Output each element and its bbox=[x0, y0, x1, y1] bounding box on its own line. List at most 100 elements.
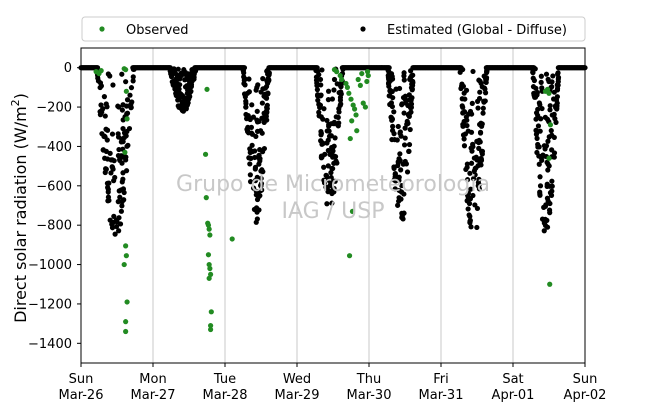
point-estimated bbox=[465, 194, 471, 201]
point-estimated bbox=[539, 105, 545, 112]
point-estimated bbox=[247, 161, 253, 167]
point-estimated bbox=[120, 126, 126, 132]
x-axis-ticks: SunMar-26MonMar-27TueMar-28WedMar-29ThuM… bbox=[59, 363, 606, 403]
point-estimated bbox=[110, 82, 116, 88]
legend-frame bbox=[81, 16, 586, 42]
y-axis-ticks: 0 −200 −400 −600 −800 −1000 −1200 −1400 bbox=[28, 61, 81, 352]
point-estimated bbox=[465, 206, 471, 212]
point-estimated bbox=[387, 101, 393, 108]
point-estimated bbox=[389, 127, 396, 134]
point-estimated bbox=[125, 142, 131, 148]
point-estimated bbox=[99, 109, 105, 115]
point-estimated bbox=[123, 79, 129, 85]
x-tick-label-date: Apr-01 bbox=[492, 388, 535, 403]
point-observed bbox=[546, 155, 552, 161]
point-estimated bbox=[460, 132, 467, 138]
x-tick-label-date: Mar-26 bbox=[59, 388, 104, 403]
point-estimated bbox=[260, 76, 266, 82]
point-estimated bbox=[102, 134, 108, 140]
point-estimated bbox=[472, 202, 478, 208]
point-estimated bbox=[101, 94, 107, 100]
point-observed bbox=[352, 106, 358, 112]
point-estimated bbox=[252, 178, 259, 184]
point-estimated bbox=[255, 190, 261, 196]
point-estimated bbox=[321, 180, 328, 186]
point-estimated bbox=[117, 157, 123, 164]
point-estimated bbox=[327, 151, 333, 158]
point-estimated bbox=[538, 116, 544, 122]
point-observed bbox=[123, 88, 129, 94]
point-estimated bbox=[248, 124, 254, 130]
point-estimated bbox=[331, 143, 337, 149]
point-observed bbox=[207, 232, 213, 238]
point-estimated bbox=[467, 217, 473, 224]
point-estimated bbox=[316, 92, 322, 98]
point-estimated bbox=[264, 78, 270, 84]
point-estimated bbox=[397, 151, 403, 157]
point-estimated bbox=[534, 135, 540, 141]
point-estimated bbox=[258, 180, 265, 187]
point-estimated bbox=[402, 135, 408, 141]
point-estimated bbox=[474, 157, 480, 163]
point-estimated bbox=[188, 88, 194, 94]
point-estimated bbox=[385, 67, 391, 73]
point-estimated bbox=[531, 91, 538, 97]
point-observed bbox=[124, 299, 130, 305]
point-estimated bbox=[175, 97, 181, 103]
point-estimated bbox=[465, 190, 472, 196]
point-observed bbox=[206, 275, 212, 281]
point-estimated bbox=[409, 95, 415, 101]
point-estimated bbox=[398, 196, 404, 202]
point-estimated bbox=[313, 67, 319, 74]
point-estimated bbox=[185, 100, 191, 106]
point-estimated bbox=[554, 105, 560, 111]
point-estimated bbox=[116, 228, 122, 234]
point-estimated bbox=[338, 89, 344, 95]
point-observed bbox=[205, 222, 212, 228]
point-estimated bbox=[484, 65, 490, 71]
point-estimated bbox=[463, 87, 470, 93]
y-tick-label: −200 bbox=[36, 101, 72, 116]
point-estimated bbox=[391, 109, 397, 115]
point-estimated bbox=[106, 197, 112, 204]
point-estimated bbox=[322, 151, 328, 157]
point-estimated bbox=[404, 169, 411, 175]
legend: Observed Estimated (Global - Diffuse) bbox=[81, 16, 586, 42]
point-estimated bbox=[329, 96, 336, 102]
point-estimated bbox=[535, 144, 541, 150]
point-observed bbox=[346, 253, 353, 259]
point-observed bbox=[208, 326, 214, 333]
point-estimated bbox=[398, 167, 404, 173]
point-estimated bbox=[326, 128, 332, 134]
point-estimated bbox=[464, 117, 470, 123]
point-observed bbox=[229, 236, 235, 242]
point-estimated bbox=[262, 91, 269, 97]
point-estimated bbox=[479, 151, 485, 157]
point-observed bbox=[123, 328, 129, 335]
point-estimated bbox=[178, 92, 185, 98]
point-estimated bbox=[112, 174, 118, 181]
point-estimated bbox=[121, 197, 127, 203]
point-estimated bbox=[260, 169, 266, 175]
point-estimated bbox=[254, 128, 261, 134]
point-estimated bbox=[540, 153, 546, 159]
point-estimated bbox=[480, 105, 486, 111]
point-estimated bbox=[461, 136, 467, 142]
point-estimated bbox=[172, 80, 178, 86]
point-estimated bbox=[401, 110, 407, 116]
point-estimated bbox=[390, 95, 396, 101]
point-estimated bbox=[536, 153, 542, 159]
legend-label-estimated: Estimated (Global - Diffuse) bbox=[387, 23, 567, 38]
point-estimated bbox=[388, 73, 394, 79]
point-estimated bbox=[318, 128, 324, 135]
point-observed bbox=[337, 72, 343, 79]
x-tick-label-day: Sat bbox=[502, 372, 523, 387]
y-tick-label: 0 bbox=[64, 61, 72, 76]
point-estimated bbox=[318, 138, 324, 144]
y-tick-label: −1000 bbox=[28, 258, 72, 273]
point-estimated bbox=[127, 92, 133, 98]
point-estimated bbox=[254, 216, 260, 222]
point-estimated bbox=[550, 73, 556, 79]
point-estimated bbox=[263, 113, 269, 119]
